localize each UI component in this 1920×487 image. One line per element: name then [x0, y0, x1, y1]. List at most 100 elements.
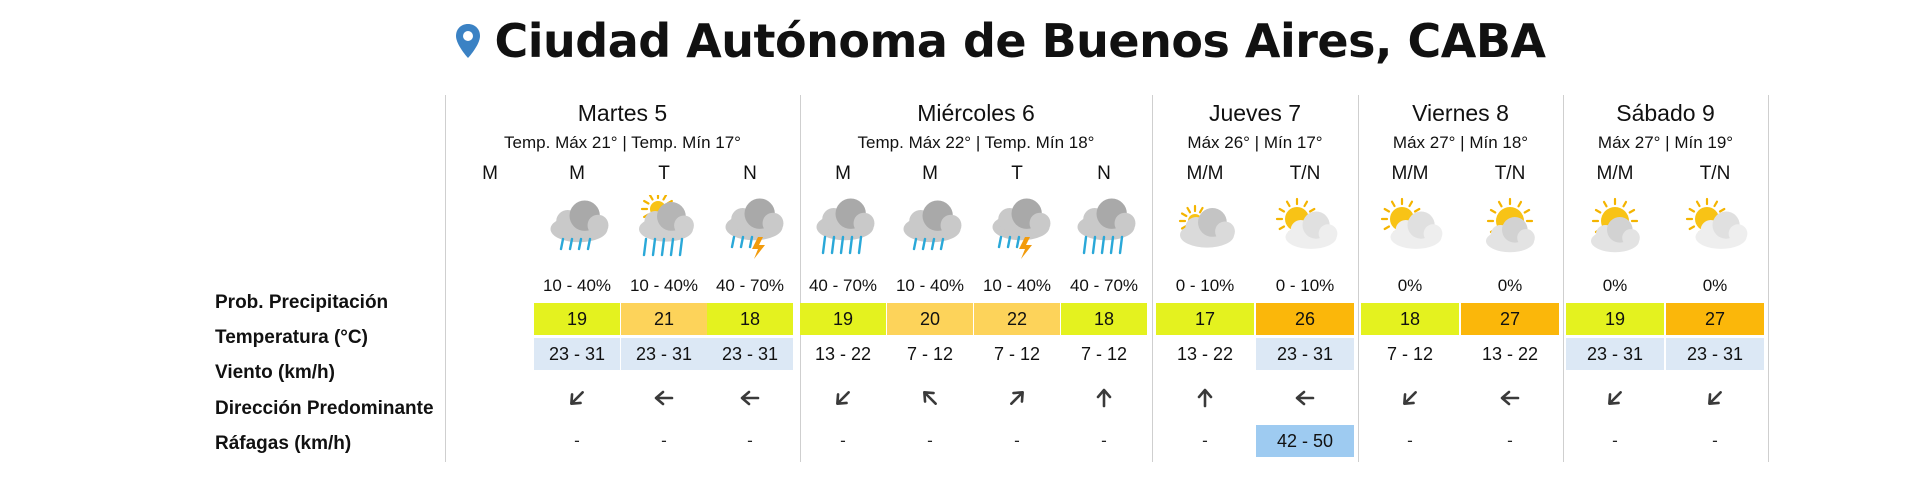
sun-behind-cloud-icon — [1470, 195, 1550, 265]
temperature-cell: 21 — [621, 303, 707, 335]
cloud-rain-icon — [537, 195, 617, 265]
precip-probability: 0% — [1602, 276, 1628, 295]
period-label: M/M — [1186, 163, 1224, 184]
location-header: Ciudad Autónoma de Buenos Aires, CABA — [0, 14, 1920, 76]
day-temp-range: Máx 27° | Mín 18° — [1392, 133, 1529, 152]
cloud-storm-icon — [710, 195, 790, 265]
column-divider — [1563, 95, 1564, 462]
cloud-heavy-rain-icon — [803, 195, 883, 265]
arrow-southwest-icon — [800, 387, 886, 417]
wind-cell: 7 - 12 — [993, 344, 1041, 364]
cloud-sun-dim-icon — [1165, 195, 1245, 265]
arrow-west-icon — [1262, 387, 1348, 417]
cloud-heavy-rain-icon — [1064, 195, 1144, 265]
sun-behind-cloud-icon — [1575, 195, 1655, 265]
temperature-cell: 20 — [887, 303, 973, 335]
column-divider — [445, 95, 446, 462]
location-title: Ciudad Autónoma de Buenos Aires, CABA — [494, 14, 1547, 68]
period-label: M — [569, 163, 585, 184]
temperature-cell: 18 — [1361, 303, 1459, 335]
precip-probability: 0% — [1397, 276, 1423, 295]
gust-empty: - — [1612, 431, 1618, 450]
period-label: T/N — [1289, 163, 1321, 184]
day-temp-range: Temp. Máx 22° | Temp. Mín 18° — [857, 133, 1095, 152]
temperature-cell: 27 — [1666, 303, 1764, 335]
column-divider — [1358, 95, 1359, 462]
precip-probability: 10 - 40% — [982, 276, 1052, 295]
cloud-storm-icon — [977, 195, 1057, 265]
arrow-southwest-icon — [1672, 387, 1758, 417]
gust-cell: 42 - 50 — [1256, 425, 1354, 457]
precip-probability: 10 - 40% — [629, 276, 699, 295]
day-temp-range: Máx 26° | Mín 17° — [1187, 133, 1323, 152]
gust-empty: - — [1507, 431, 1513, 450]
precip-probability: 10 - 40% — [542, 276, 612, 295]
period-label: M/M — [1596, 163, 1634, 184]
period-label: T — [658, 163, 670, 184]
gust-empty: - — [927, 431, 933, 450]
temperature-cell: 17 — [1156, 303, 1254, 335]
temperature-cell: 27 — [1461, 303, 1559, 335]
label-gusts: Ráfagas (km/h) — [215, 433, 352, 454]
arrow-southwest-icon — [534, 387, 620, 417]
gust-empty: - — [1101, 431, 1107, 450]
arrow-southwest-icon — [1572, 387, 1658, 417]
wind-cell: 13 - 22 — [814, 344, 872, 364]
temperature-cell: 19 — [534, 303, 620, 335]
wind-cell: 13 - 22 — [1481, 344, 1539, 364]
precip-probability: 0 - 10% — [1175, 276, 1235, 295]
sun-cloud-icon — [1265, 195, 1345, 265]
precip-probability: 10 - 40% — [895, 276, 965, 295]
wind-cell: 23 - 31 — [1666, 338, 1764, 370]
precip-probability: 0% — [1497, 276, 1523, 295]
day-name: Sábado 9 — [1616, 100, 1715, 126]
gust-empty: - — [661, 431, 667, 450]
cloud-rain-icon — [890, 195, 970, 265]
period-label: M — [835, 163, 851, 184]
precip-probability: 40 - 70% — [808, 276, 878, 295]
arrow-northeast-icon — [974, 387, 1060, 417]
day-temp-range: Temp. Máx 21° | Temp. Mín 17° — [504, 133, 741, 152]
temperature-cell: 18 — [1061, 303, 1147, 335]
wind-cell: 7 - 12 — [1386, 344, 1434, 364]
period-label: N — [1097, 163, 1111, 184]
sun-cloud-icon — [1675, 195, 1755, 265]
arrow-north-icon — [1061, 387, 1147, 417]
arrow-west-icon — [707, 387, 793, 417]
temperature-cell: 26 — [1256, 303, 1354, 335]
gust-empty: - — [840, 431, 846, 450]
gust-empty: - — [747, 431, 753, 450]
period-label: M — [922, 163, 938, 184]
label-temperature: Temperatura (°C) — [215, 327, 368, 348]
temperature-cell: 19 — [800, 303, 886, 335]
precip-probability: 0 - 10% — [1275, 276, 1335, 295]
temperature-cell: 19 — [1566, 303, 1664, 335]
gust-empty: - — [574, 431, 580, 450]
wind-cell: 13 - 22 — [1176, 344, 1234, 364]
sun-cloud-heavy-rain-icon — [624, 191, 704, 265]
arrow-west-icon — [621, 387, 707, 417]
temperature-cell: 22 — [974, 303, 1060, 335]
day-name: Jueves 7 — [1208, 100, 1302, 126]
day-temp-range: Máx 27° | Mín 19° — [1597, 133, 1734, 152]
period-label: M — [482, 163, 498, 184]
wind-cell: 7 - 12 — [1080, 344, 1128, 364]
temperature-cell: 18 — [707, 303, 793, 335]
day-name: Miércoles 6 — [917, 100, 1035, 126]
column-divider — [1768, 95, 1769, 462]
day-name: Martes 5 — [577, 100, 668, 126]
gust-empty: - — [1407, 431, 1413, 450]
period-label: N — [743, 163, 757, 184]
day-name: Viernes 8 — [1412, 100, 1509, 126]
arrow-west-icon — [1467, 387, 1553, 417]
arrow-north-icon — [1162, 387, 1248, 417]
gust-empty: - — [1014, 431, 1020, 450]
label-prob-precipitation: Prob. Precipitación — [215, 292, 389, 313]
wind-cell: 23 - 31 — [707, 338, 793, 370]
period-label: T/N — [1494, 163, 1526, 184]
wind-cell: 23 - 31 — [621, 338, 707, 370]
gust-empty: - — [1202, 431, 1208, 450]
wind-cell: 7 - 12 — [906, 344, 954, 364]
location-pin-icon — [455, 23, 481, 59]
gust-empty: - — [1712, 431, 1718, 450]
